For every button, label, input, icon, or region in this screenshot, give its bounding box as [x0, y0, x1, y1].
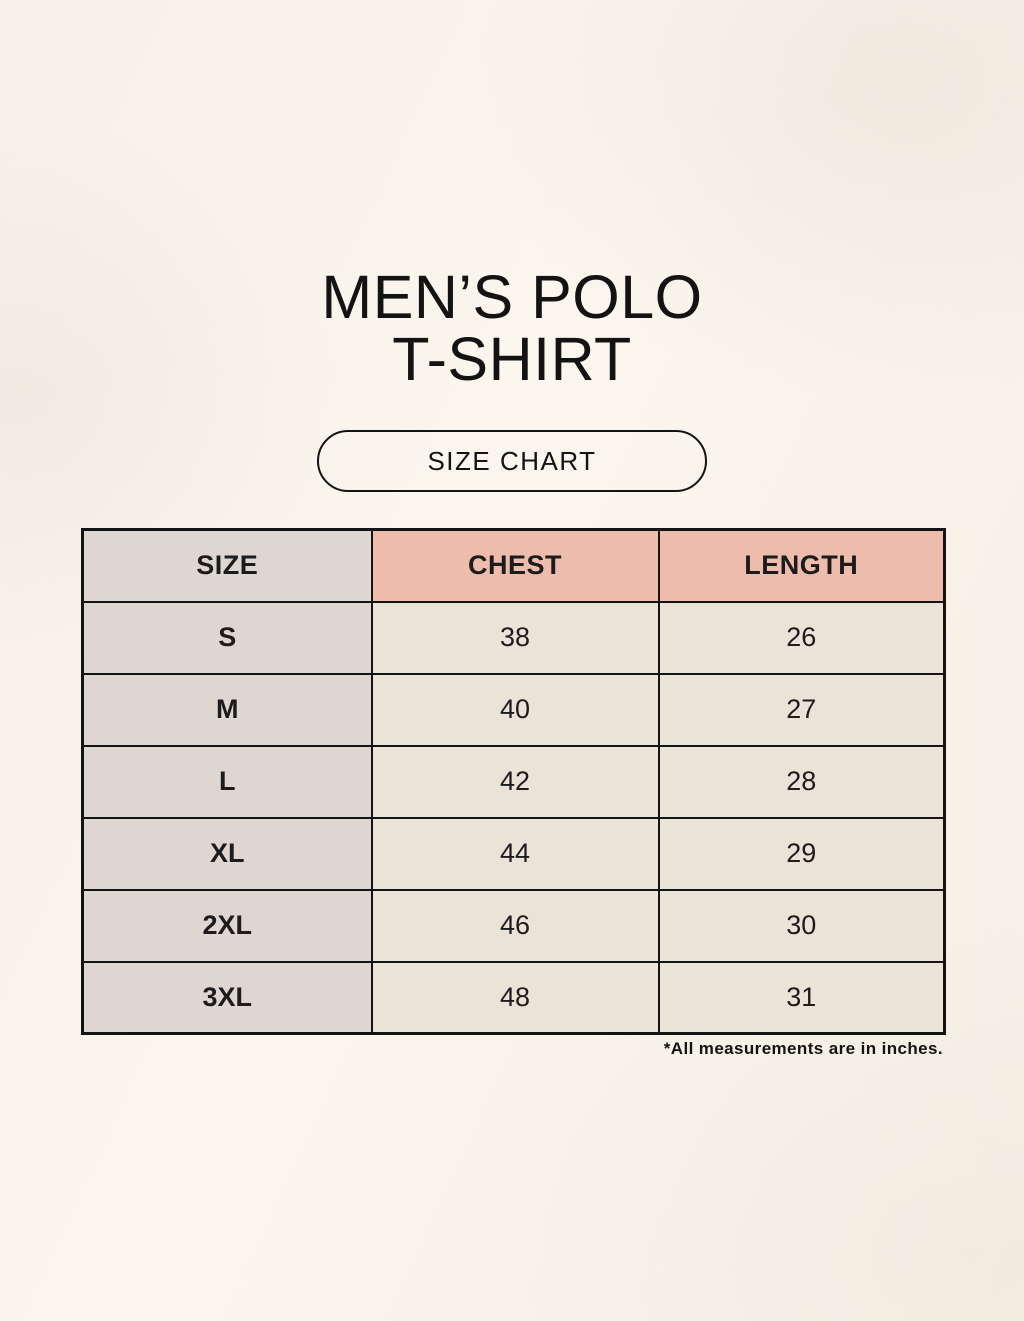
- length-cell: 26: [657, 600, 946, 675]
- table-row: 2XL 46 30: [81, 888, 946, 963]
- chest-cell: 38: [370, 600, 660, 675]
- page-title-line2: T-SHIRT: [392, 325, 632, 393]
- page-title-line1: MEN’S POLO: [321, 263, 703, 331]
- length-cell: 28: [657, 744, 946, 819]
- column-header-size: SIZE: [81, 528, 373, 603]
- page-title: MEN’S POLO T-SHIRT: [0, 266, 1024, 390]
- size-cell: 2XL: [81, 888, 373, 963]
- column-header-length: LENGTH: [657, 528, 946, 603]
- size-chart-badge-label: SIZE CHART: [427, 445, 597, 476]
- table-row: M 40 27: [81, 672, 946, 747]
- measurements-footnote: *All measurements are in inches.: [663, 1039, 943, 1058]
- column-header-chest: CHEST: [370, 528, 660, 603]
- size-chart-badge: SIZE CHART: [317, 430, 707, 492]
- table-header-row: SIZE CHEST LENGTH: [81, 528, 946, 603]
- table-row: 3XL 48 31: [81, 960, 946, 1035]
- length-cell: 31: [657, 960, 946, 1035]
- chest-cell: 44: [370, 816, 660, 891]
- length-cell: 27: [657, 672, 946, 747]
- chest-cell: 40: [370, 672, 660, 747]
- chest-cell: 46: [370, 888, 660, 963]
- length-cell: 30: [657, 888, 946, 963]
- length-cell: 29: [657, 816, 946, 891]
- size-chart-table: SIZE CHEST LENGTH S 38 26 M 40 27 L 42 2…: [81, 528, 946, 1035]
- table-row: XL 44 29: [81, 816, 946, 891]
- size-cell: S: [81, 600, 373, 675]
- table-row: L 42 28: [81, 744, 946, 819]
- size-cell: 3XL: [81, 960, 373, 1035]
- size-cell: XL: [81, 816, 373, 891]
- chest-cell: 42: [370, 744, 660, 819]
- size-cell: L: [81, 744, 373, 819]
- size-cell: M: [81, 672, 373, 747]
- table-row: S 38 26: [81, 600, 946, 675]
- chest-cell: 48: [370, 960, 660, 1035]
